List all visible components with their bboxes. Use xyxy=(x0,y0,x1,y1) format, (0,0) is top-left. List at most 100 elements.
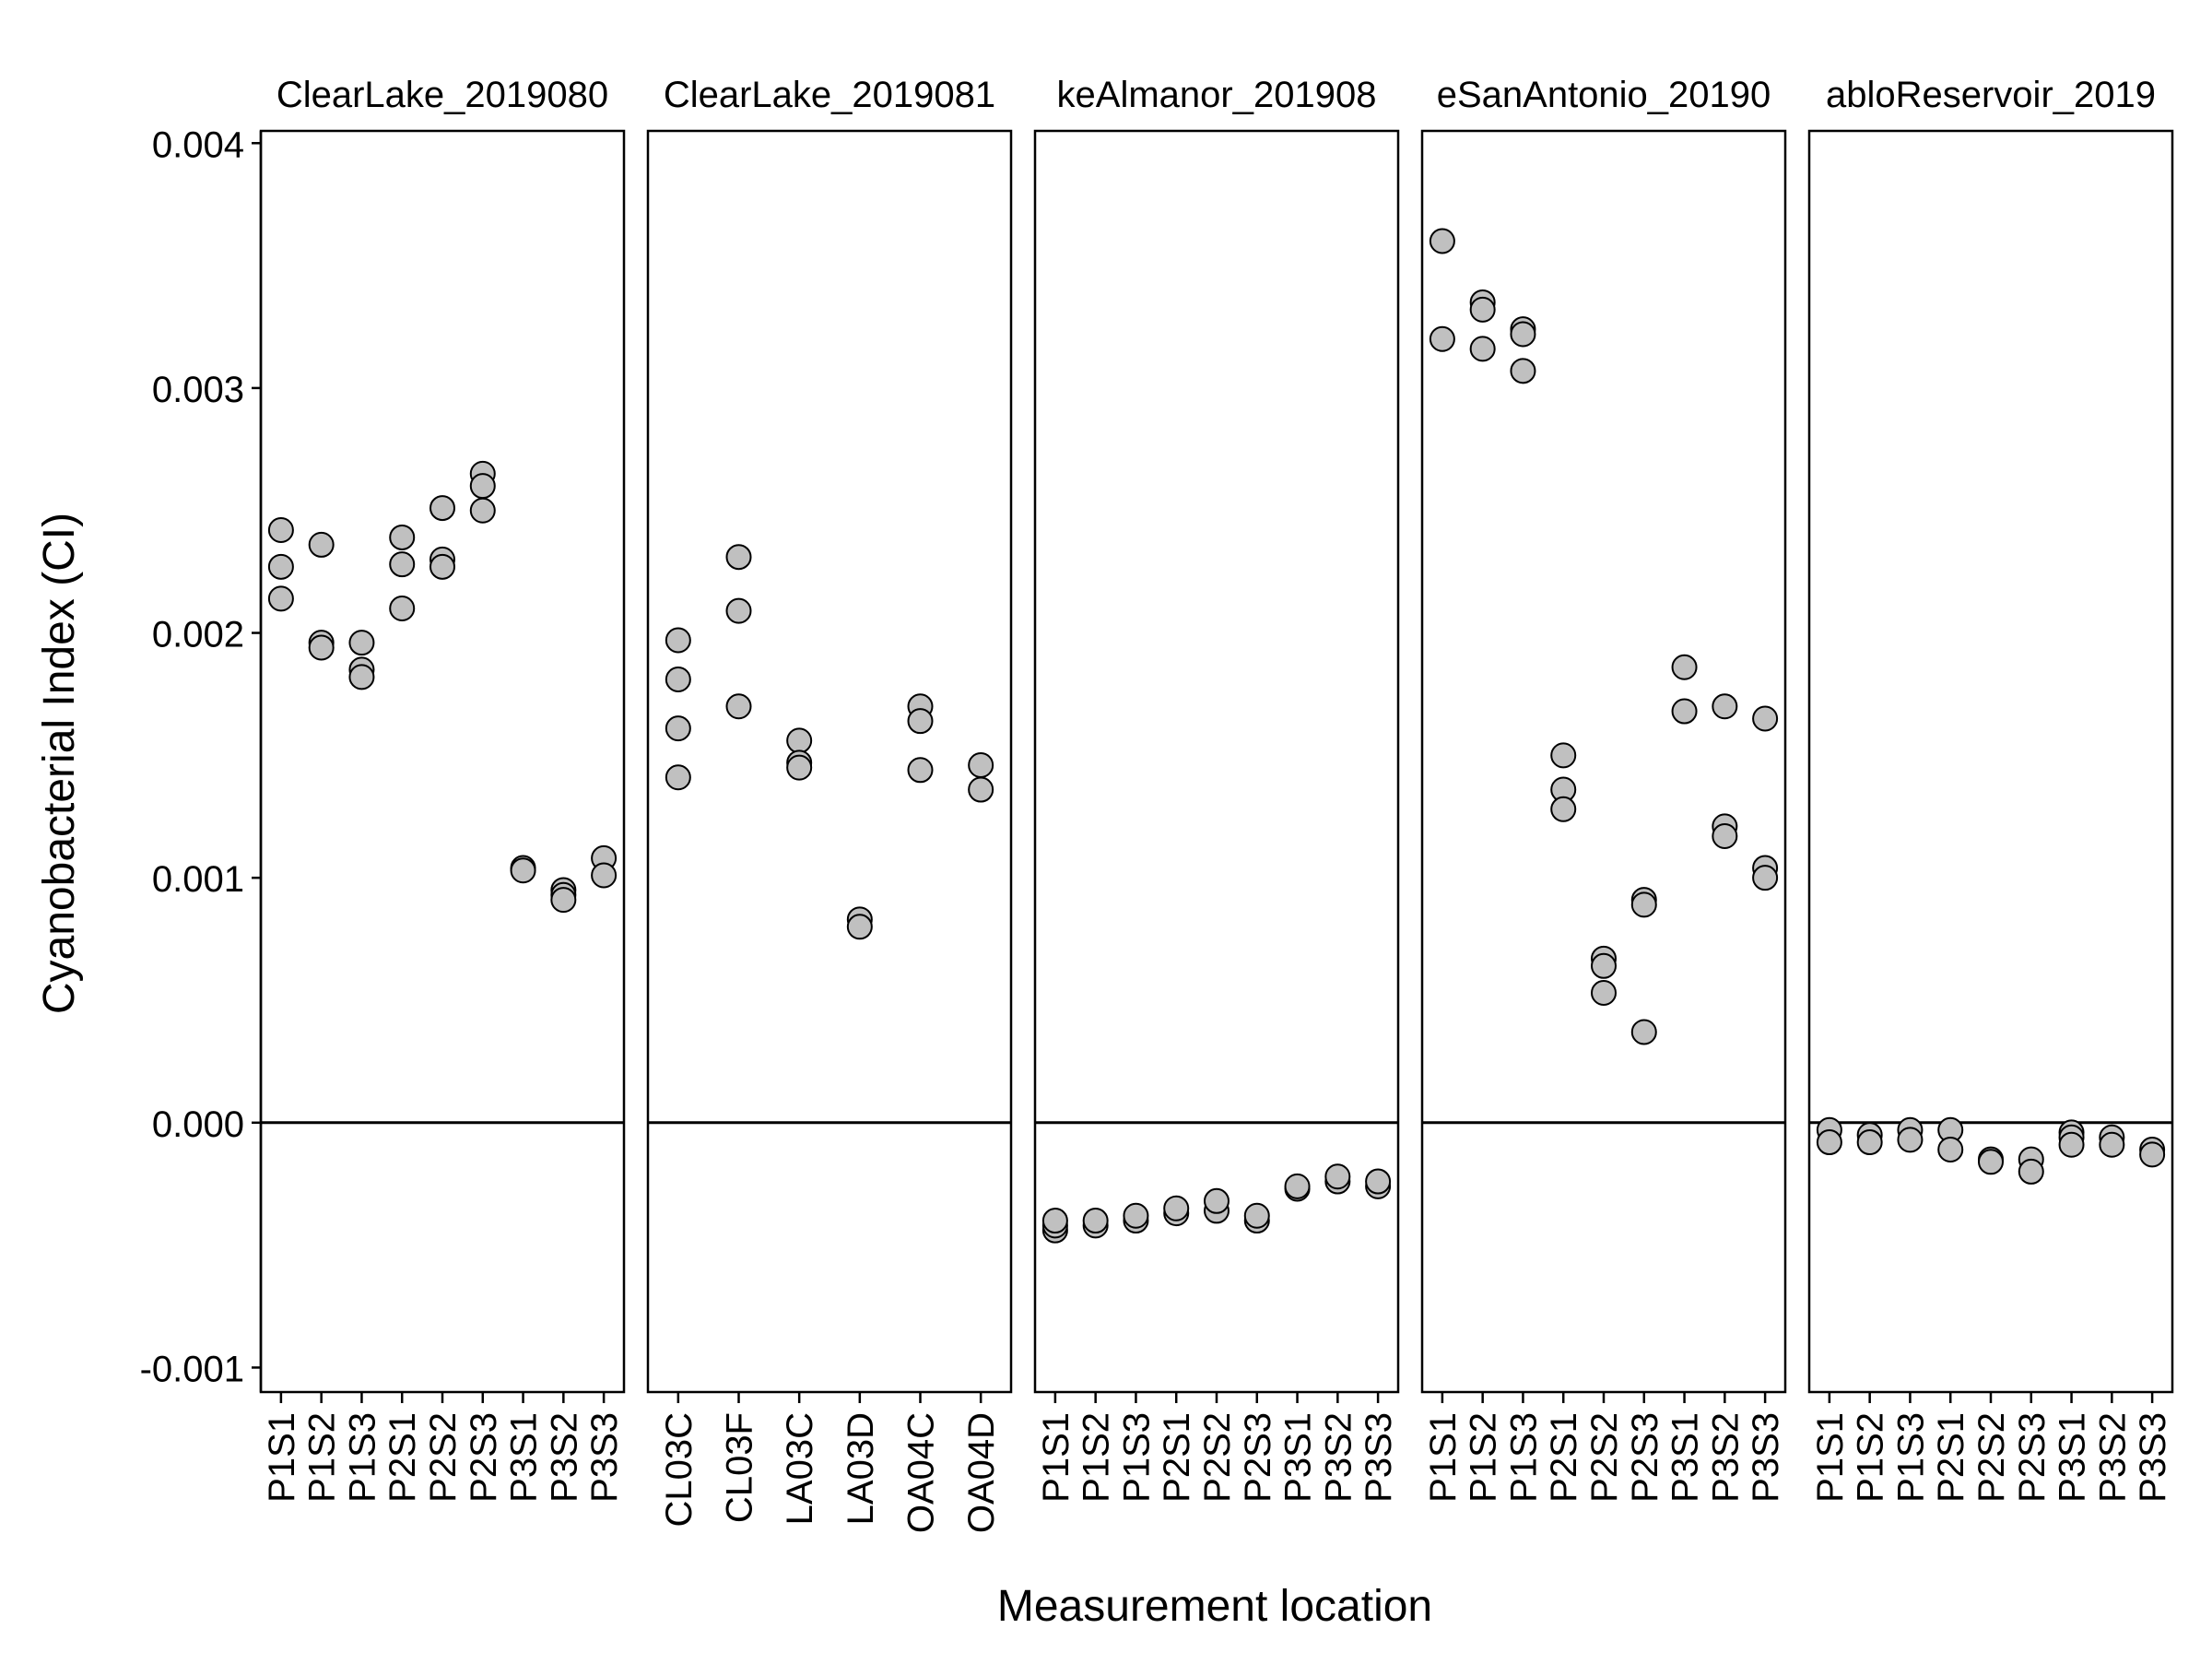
data-point xyxy=(968,776,994,803)
data-point xyxy=(1123,1202,1149,1229)
data-point xyxy=(1591,980,1617,1007)
data-point xyxy=(846,914,873,940)
x-tick-label: P2S2 xyxy=(1584,1412,1625,1503)
data-point xyxy=(1550,796,1577,822)
panel-border xyxy=(646,129,1013,1394)
panel-title: abloReservoir_2019 xyxy=(1826,75,2156,115)
x-tick-label: P3S3 xyxy=(584,1412,625,1503)
x-tick-label: P2S2 xyxy=(1197,1412,1238,1503)
data-point xyxy=(2018,1158,2044,1185)
y-tick-label: 0.003 xyxy=(152,370,244,410)
x-tick-label: LA03D xyxy=(841,1412,881,1525)
x-tick-label: P2S1 xyxy=(1544,1412,1584,1503)
x-tick-label: P3S3 xyxy=(1746,1412,1786,1503)
x-tick-label: P2S2 xyxy=(423,1412,464,1503)
panel-border xyxy=(259,129,626,1394)
facet-panel: abloReservoir_2019 P1S1 P1S2 P1S3 P2S1 P2S2 P2… xyxy=(1807,75,2174,1503)
x-tick-label: P3S2 xyxy=(544,1412,584,1503)
data-point xyxy=(725,544,752,571)
panel-title: eSanAntonio_20190 xyxy=(1437,75,1771,115)
data-point xyxy=(1243,1202,1270,1229)
data-point xyxy=(348,664,375,690)
x-tick-label: P3S1 xyxy=(504,1412,545,1503)
data-point xyxy=(1856,1129,1883,1156)
x-tick-label: P1S3 xyxy=(342,1412,382,1503)
panel-title: keAlmanor_201908 xyxy=(1057,75,1377,115)
data-point xyxy=(1630,891,1657,918)
data-point xyxy=(267,553,294,580)
data-point xyxy=(429,495,455,522)
facet-panel: keAlmanor_201908 P1S1 P1S2 P1S3 P2S1 P2S2 P2S3… xyxy=(1033,75,1400,1503)
x-tick-label: P1S1 xyxy=(1036,1412,1077,1503)
x-axis-title: Measurement location xyxy=(997,1582,1432,1631)
data-point xyxy=(1671,698,1698,725)
data-point xyxy=(1469,296,1496,323)
x-tick-label: P1S2 xyxy=(1464,1412,1504,1503)
data-point xyxy=(1752,705,1779,732)
x-tick-label: P1S3 xyxy=(1503,1412,1544,1503)
data-point xyxy=(1429,228,1455,254)
data-point xyxy=(1550,742,1577,769)
data-point xyxy=(469,497,496,524)
data-point xyxy=(1712,693,1738,720)
y-tick-label: -0.001 xyxy=(140,1349,244,1389)
data-point xyxy=(1937,1137,1964,1163)
data-point xyxy=(1752,865,1779,891)
y-axis: -0.001 0.000 0.001 0.002 0.003 0.004 xyxy=(140,124,263,1392)
x-tick-label: P1S2 xyxy=(1851,1412,1891,1503)
data-point xyxy=(510,857,536,884)
x-tick-label: P3S2 xyxy=(2092,1412,2133,1503)
data-point xyxy=(665,667,691,693)
y-tick-label: 0.002 xyxy=(152,615,244,655)
y-tick-label: 0.001 xyxy=(152,859,244,900)
x-tick-label: CL03C xyxy=(659,1412,700,1528)
x-tick-label: P1S3 xyxy=(1116,1412,1157,1503)
x-tick-label: P1S1 xyxy=(1810,1412,1851,1503)
x-tick-label: P3S3 xyxy=(2133,1412,2173,1503)
data-point xyxy=(389,551,416,578)
x-tick-label: P3S3 xyxy=(1359,1412,1399,1503)
x-tick-label: OA04C xyxy=(901,1412,942,1533)
x-tick-label: P3S1 xyxy=(1665,1412,1706,1503)
data-point xyxy=(1510,358,1536,384)
x-tick-label: P1S2 xyxy=(1077,1412,1117,1503)
y-tick-label: 0.004 xyxy=(152,124,244,165)
panel-title: ClearLake_2019080 xyxy=(276,75,608,115)
y-tick-label: 0.000 xyxy=(152,1104,244,1145)
x-tick-label: P3S1 xyxy=(1278,1412,1319,1503)
x-tick-label: P2S2 xyxy=(1971,1412,2012,1503)
x-tick-label: P3S2 xyxy=(1318,1412,1359,1503)
data-point xyxy=(308,531,335,558)
x-tick-label: P2S1 xyxy=(1157,1412,1197,1503)
data-point xyxy=(786,727,813,754)
x-tick-label: LA03C xyxy=(780,1412,820,1525)
data-point xyxy=(1630,1019,1657,1045)
data-point xyxy=(2139,1141,2166,1168)
data-point xyxy=(1712,823,1738,850)
data-point xyxy=(1469,336,1496,362)
data-point xyxy=(1163,1195,1190,1221)
data-point xyxy=(389,524,416,550)
data-point xyxy=(308,634,335,661)
x-tick-label: P2S3 xyxy=(1238,1412,1278,1503)
data-point xyxy=(725,597,752,624)
data-point xyxy=(2099,1131,2125,1158)
data-point xyxy=(469,473,496,500)
data-point xyxy=(348,630,375,656)
data-point xyxy=(1816,1129,1842,1156)
data-point xyxy=(1591,952,1617,979)
data-point xyxy=(1041,1208,1068,1234)
data-point xyxy=(267,516,294,543)
data-point xyxy=(389,595,416,621)
data-point xyxy=(1429,325,1455,352)
data-point xyxy=(786,754,813,781)
y-axis-title: Cyanobacterial Index (CI) xyxy=(35,513,84,1014)
data-point xyxy=(665,764,691,791)
facet-panel: ClearLake_2019080 P1S1 P1S2 P1S3 P2S1 P2S2 P2S… xyxy=(259,75,626,1503)
data-point xyxy=(267,585,294,612)
x-tick-label: P1S1 xyxy=(262,1412,302,1503)
x-tick-label: P2S3 xyxy=(2012,1412,2053,1503)
data-point xyxy=(907,757,934,784)
data-point xyxy=(725,693,752,720)
